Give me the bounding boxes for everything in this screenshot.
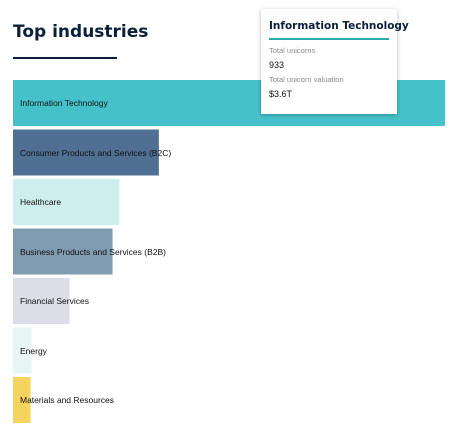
chart-title: Top industries (13, 22, 149, 42)
bar-energy[interactable] (13, 327, 32, 374)
tooltip-unicorns-label: Total unicorns (269, 46, 316, 55)
tooltip-valuation-value: $3.6T (269, 89, 293, 99)
bar-label-financial-services: Financial Services (20, 296, 89, 306)
bar-materials-and-resources[interactable] (13, 377, 31, 423)
tooltip-divider (269, 38, 389, 40)
bar-label-consumer-products-and-services-b2c: Consumer Products and Services (B2C) (20, 147, 172, 158)
bar-label-information-technology: Information Technology (20, 98, 108, 108)
bar-consumer-products-and-services-b2c[interactable] (13, 129, 159, 176)
bar-label-energy: Energy (20, 345, 47, 356)
bar-financial-services[interactable] (13, 278, 70, 324)
tooltip-unicorns-value: 933 (269, 60, 285, 70)
bar-healthcare[interactable] (13, 179, 120, 225)
bar-label-healthcare: Healthcare (20, 197, 62, 207)
industry-tooltip: Information Technology Total unicorns 93… (261, 9, 409, 114)
bar-business-products-and-services-b2b[interactable] (13, 228, 113, 275)
bar-label-materials-and-resources: Materials and Resources (20, 395, 115, 405)
tooltip-title: Information Technology (269, 20, 409, 32)
bar-label-business-products-and-services-b2b: Business Products and Services (B2B) (20, 246, 166, 257)
title-underline (13, 57, 117, 59)
tooltip-valuation-label: Total unicorn valuation (269, 75, 344, 84)
